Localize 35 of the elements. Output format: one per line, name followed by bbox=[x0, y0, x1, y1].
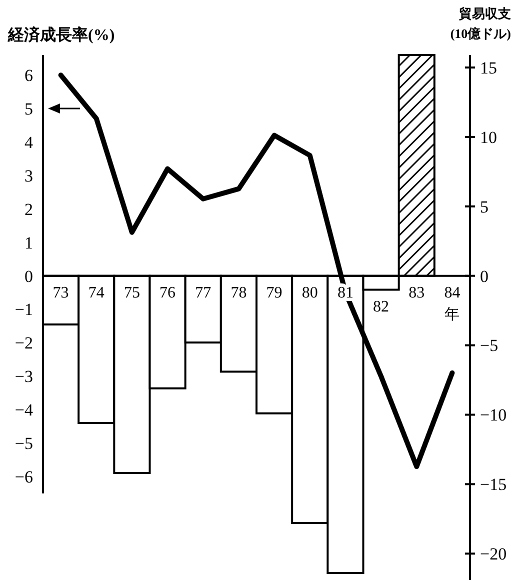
y-tick-label: 1 bbox=[24, 233, 33, 252]
y2-tick-label: −10 bbox=[480, 406, 507, 425]
y2-axis-title: 貿易収支 (10億ドル) bbox=[450, 6, 511, 41]
y-axis-title: 経済成長率(%) bbox=[7, 25, 115, 44]
y-tick-label: 5 bbox=[24, 99, 33, 118]
y-tick-label: −3 bbox=[14, 367, 33, 386]
x-tick-label: 74 bbox=[88, 284, 104, 302]
x-tick-label: 82 bbox=[373, 298, 390, 316]
y-tick-label: 0 bbox=[24, 266, 33, 286]
y-tick-label: 4 bbox=[24, 132, 34, 152]
y-tick-label: −4 bbox=[14, 400, 34, 420]
y2-tick-label: 0 bbox=[480, 266, 488, 286]
y-tick-label: −6 bbox=[14, 468, 33, 487]
y-tick-label: 6 bbox=[24, 66, 33, 86]
y2-tick-label: 5 bbox=[480, 197, 488, 216]
x-tick-label: 77 bbox=[195, 284, 212, 302]
x-tick-label: 80 bbox=[302, 284, 318, 302]
y-tick-label: −2 bbox=[14, 334, 33, 353]
x-tick-label: 76 bbox=[160, 284, 176, 302]
y-tick-label: −5 bbox=[14, 434, 33, 454]
x-tick-label: 78 bbox=[230, 284, 247, 302]
x-tick-label: 73 bbox=[52, 284, 69, 302]
y2-tick-label: −5 bbox=[480, 336, 498, 356]
x-tick-label: 84 bbox=[444, 284, 460, 302]
y2-tick-label: −20 bbox=[480, 544, 507, 564]
x-tick-label: 83 bbox=[408, 284, 425, 302]
y-tick-label: −1 bbox=[14, 300, 33, 320]
y2-tick-label: 10 bbox=[480, 128, 497, 147]
x-tick-label: 75 bbox=[124, 284, 140, 302]
x-tick-label: 79 bbox=[266, 284, 282, 302]
y-tick-label: 3 bbox=[24, 166, 33, 186]
y2-tick-label: 15 bbox=[480, 58, 497, 78]
y-tick-label: 2 bbox=[24, 200, 33, 219]
x-axis-title: 年 bbox=[444, 306, 460, 324]
y2-tick-label: −15 bbox=[480, 475, 507, 494]
